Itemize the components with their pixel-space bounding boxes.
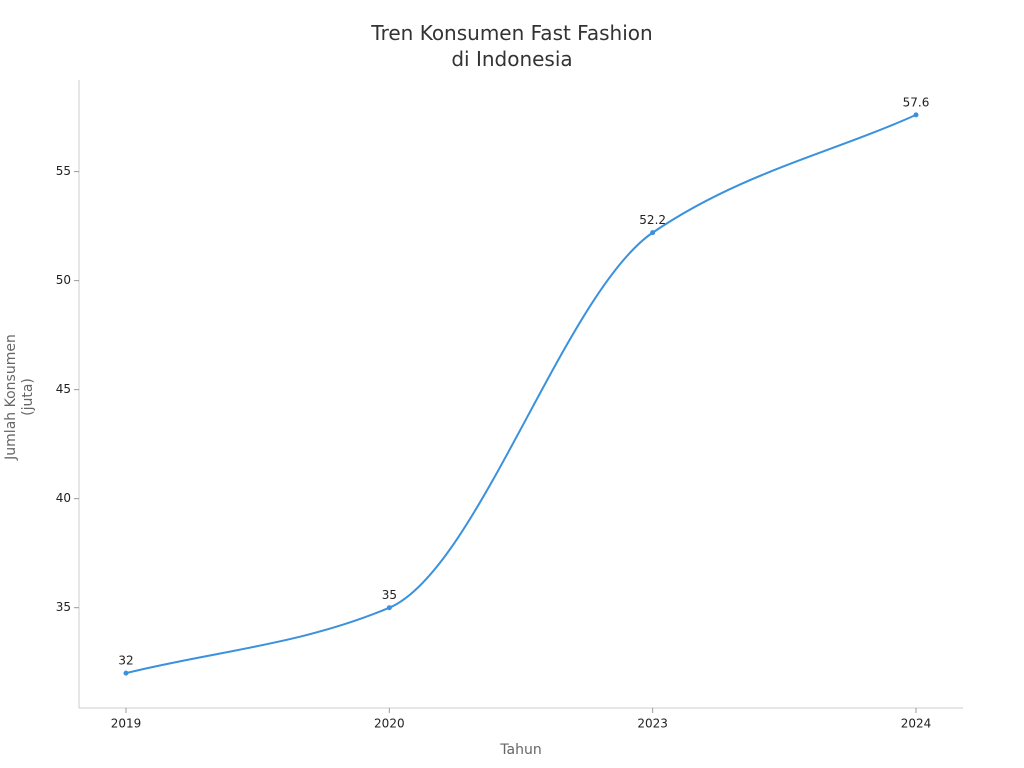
y-tick-label: 35 — [56, 600, 71, 614]
chart-title: Tren Konsumen Fast Fashion di Indonesia — [371, 21, 653, 71]
x-tick-label: 2020 — [374, 717, 405, 731]
data-label: 32 — [118, 654, 133, 668]
point — [123, 670, 129, 676]
data-label: 57.6 — [903, 95, 930, 109]
x-tick-label: 2023 — [637, 717, 668, 731]
x-axis-label: Tahun — [500, 742, 542, 758]
x-tick-label: 2024 — [901, 717, 932, 731]
line — [125, 113, 917, 675]
y-tick-label: 55 — [56, 164, 71, 178]
y-tick-label: 45 — [56, 382, 71, 396]
y-tick-label: 50 — [56, 273, 71, 287]
data-label: 52.2 — [639, 213, 666, 227]
y-axis-label: Jumlah Konsumen (juta) — [3, 334, 36, 460]
point — [913, 112, 919, 118]
point — [386, 605, 392, 611]
data-label: 35 — [382, 588, 397, 602]
y-tick-label: 40 — [56, 491, 71, 505]
point — [650, 230, 656, 236]
x-tick-label: 2019 — [111, 717, 142, 731]
